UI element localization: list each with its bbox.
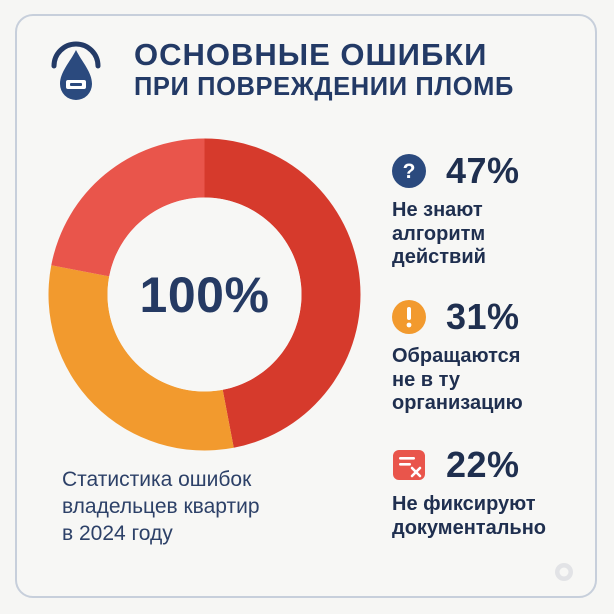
seal-icon	[51, 41, 101, 100]
donut-slice-3	[51, 138, 205, 277]
title-line-2: ПРИ ПОВРЕЖДЕНИИ ПЛОМБ	[134, 72, 514, 101]
caption-line-3: в 2024 году	[62, 522, 173, 545]
stat-item-1: ? 47% Не знают алгоритм действий	[392, 150, 592, 270]
stat-percent: 22%	[446, 444, 520, 485]
stat-desc-line: не в ту	[392, 368, 461, 391]
svg-text:?: ?	[403, 160, 416, 183]
donut-center-label: 100%	[139, 266, 270, 323]
donut-hole	[107, 197, 302, 392]
stat-desc-line: организацию	[392, 392, 523, 414]
caption-line-1: Статистика ошибок	[62, 468, 252, 491]
stat-desc-line: алгоритм	[392, 222, 486, 245]
donut-chart: 100%	[48, 138, 361, 451]
title-line-1: ОСНОВНЫЕ ОШИБКИ	[134, 37, 488, 72]
stat-desc-line: Не фиксируют	[392, 493, 536, 515]
stat-description: Не фиксируют документально	[392, 493, 592, 540]
stat-desc-line: документально	[392, 516, 546, 539]
stat-percent: 31%	[446, 296, 520, 337]
stat-item-3: 22% Не фиксируют документально	[392, 444, 592, 540]
stat-description: Обращаются не в ту организацию	[392, 345, 592, 416]
donut-slice-2	[48, 265, 234, 451]
chart-caption: Статистика ошибок владельцев квартир в 2…	[62, 466, 260, 547]
question-icon: ?	[392, 154, 426, 188]
stat-percent: 47%	[446, 150, 520, 191]
caption-line-2: владельцев квартир	[62, 495, 260, 518]
stat-desc-line: Обращаются	[392, 345, 521, 367]
stat-description: Не знают алгоритм действий	[392, 199, 592, 270]
stat-item-2: 31% Обращаются не в ту организацию	[392, 296, 592, 416]
page-title: ОСНОВНЫЕ ОШИБКИ ПРИ ПОВРЕЖДЕНИИ ПЛОМБ	[134, 37, 514, 101]
stat-desc-line: действий	[392, 246, 486, 268]
stat-desc-line: Не знают	[392, 199, 483, 221]
donut-svg	[48, 138, 361, 451]
document-cross-icon	[393, 450, 425, 480]
exclamation-icon	[392, 300, 426, 334]
corner-ring-icon	[555, 563, 573, 581]
donut-slice-1	[204, 138, 361, 448]
